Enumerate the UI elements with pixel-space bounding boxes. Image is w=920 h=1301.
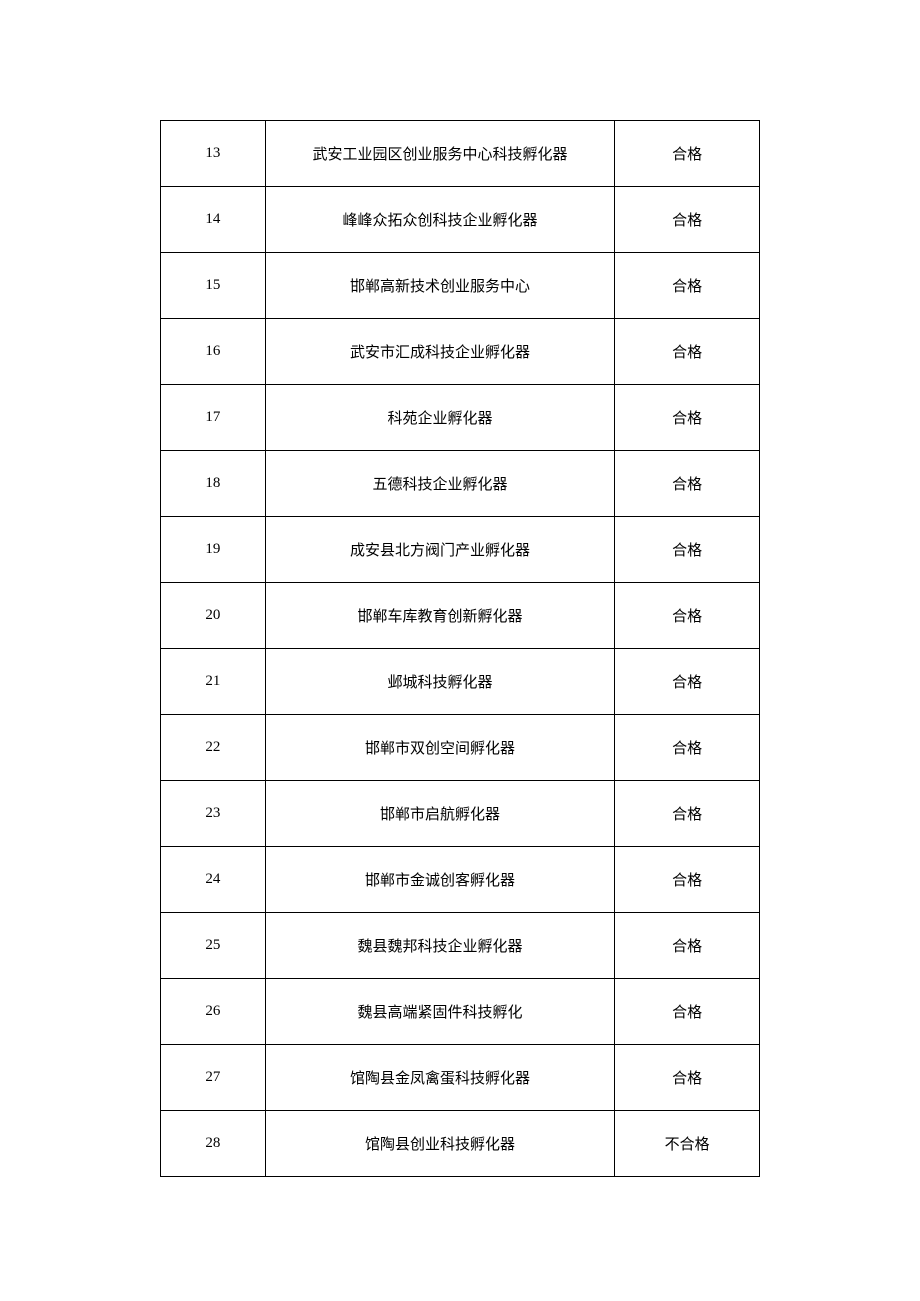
table-row: 14峰峰众拓众创科技企业孵化器合格: [161, 187, 760, 253]
row-number: 19: [161, 517, 266, 583]
table-body: 13武安工业园区创业服务中心科技孵化器合格14峰峰众拓众创科技企业孵化器合格15…: [161, 121, 760, 1177]
row-status: 合格: [615, 979, 760, 1045]
row-name: 魏县魏邦科技企业孵化器: [265, 913, 614, 979]
row-number: 24: [161, 847, 266, 913]
row-status: 合格: [615, 583, 760, 649]
row-status: 合格: [615, 187, 760, 253]
row-number: 28: [161, 1111, 266, 1177]
table-row: 23邯郸市启航孵化器合格: [161, 781, 760, 847]
row-status: 合格: [615, 913, 760, 979]
row-number: 27: [161, 1045, 266, 1111]
row-number: 14: [161, 187, 266, 253]
table-row: 20邯郸车库教育创新孵化器合格: [161, 583, 760, 649]
row-status: 合格: [615, 847, 760, 913]
table-row: 24邯郸市金诚创客孵化器合格: [161, 847, 760, 913]
row-status: 合格: [615, 385, 760, 451]
table-row: 18五德科技企业孵化器合格: [161, 451, 760, 517]
row-status: 合格: [615, 121, 760, 187]
row-name: 馆陶县创业科技孵化器: [265, 1111, 614, 1177]
row-status: 合格: [615, 649, 760, 715]
row-name: 武安工业园区创业服务中心科技孵化器: [265, 121, 614, 187]
row-name: 馆陶县金凤禽蛋科技孵化器: [265, 1045, 614, 1111]
row-number: 15: [161, 253, 266, 319]
row-name: 峰峰众拓众创科技企业孵化器: [265, 187, 614, 253]
table-row: 13武安工业园区创业服务中心科技孵化器合格: [161, 121, 760, 187]
row-status: 合格: [615, 319, 760, 385]
row-status: 合格: [615, 1045, 760, 1111]
row-number: 25: [161, 913, 266, 979]
incubator-table: 13武安工业园区创业服务中心科技孵化器合格14峰峰众拓众创科技企业孵化器合格15…: [160, 120, 760, 1177]
row-number: 20: [161, 583, 266, 649]
row-number: 21: [161, 649, 266, 715]
row-name: 五德科技企业孵化器: [265, 451, 614, 517]
row-status: 合格: [615, 715, 760, 781]
row-status: 不合格: [615, 1111, 760, 1177]
row-name: 成安县北方阀门产业孵化器: [265, 517, 614, 583]
row-name: 邯郸市金诚创客孵化器: [265, 847, 614, 913]
table-row: 25魏县魏邦科技企业孵化器合格: [161, 913, 760, 979]
row-number: 13: [161, 121, 266, 187]
row-name: 邯郸高新技术创业服务中心: [265, 253, 614, 319]
row-name: 邯郸市启航孵化器: [265, 781, 614, 847]
table-row: 26魏县高端紧固件科技孵化合格: [161, 979, 760, 1045]
row-name: 武安市汇成科技企业孵化器: [265, 319, 614, 385]
table-row: 22邯郸市双创空间孵化器合格: [161, 715, 760, 781]
row-number: 26: [161, 979, 266, 1045]
row-number: 23: [161, 781, 266, 847]
row-number: 16: [161, 319, 266, 385]
row-name: 邯郸车库教育创新孵化器: [265, 583, 614, 649]
row-status: 合格: [615, 781, 760, 847]
row-name: 魏县高端紧固件科技孵化: [265, 979, 614, 1045]
row-name: 邺城科技孵化器: [265, 649, 614, 715]
table-row: 28馆陶县创业科技孵化器不合格: [161, 1111, 760, 1177]
table-row: 17科苑企业孵化器合格: [161, 385, 760, 451]
row-name: 科苑企业孵化器: [265, 385, 614, 451]
table-row: 19成安县北方阀门产业孵化器合格: [161, 517, 760, 583]
row-status: 合格: [615, 517, 760, 583]
row-status: 合格: [615, 253, 760, 319]
row-status: 合格: [615, 451, 760, 517]
row-number: 22: [161, 715, 266, 781]
table-row: 21邺城科技孵化器合格: [161, 649, 760, 715]
row-number: 17: [161, 385, 266, 451]
table-row: 16武安市汇成科技企业孵化器合格: [161, 319, 760, 385]
row-number: 18: [161, 451, 266, 517]
table-row: 27馆陶县金凤禽蛋科技孵化器合格: [161, 1045, 760, 1111]
row-name: 邯郸市双创空间孵化器: [265, 715, 614, 781]
table-row: 15邯郸高新技术创业服务中心合格: [161, 253, 760, 319]
